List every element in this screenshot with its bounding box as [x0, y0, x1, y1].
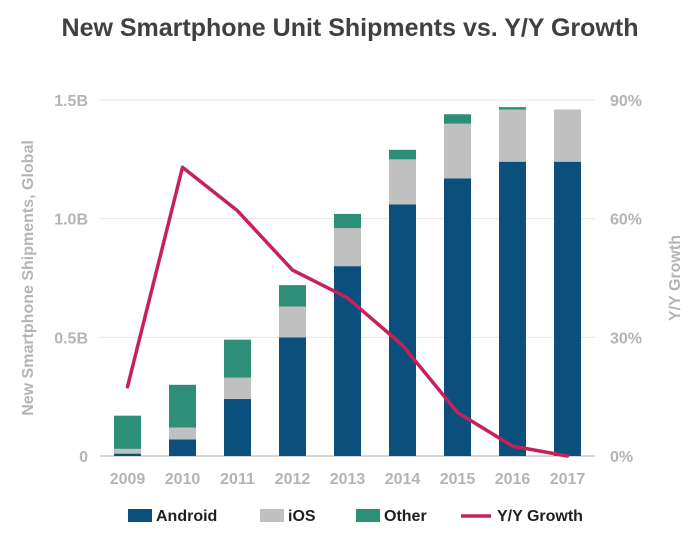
y2-tick-label: 60% — [610, 212, 642, 229]
y2-tick-label: 90% — [610, 93, 642, 110]
bar-ios — [554, 109, 581, 162]
legend-label: Android — [156, 508, 217, 525]
bar-android — [444, 178, 471, 456]
x-tick-label: 2016 — [495, 471, 531, 488]
bar-android — [169, 439, 196, 456]
bar-other — [279, 285, 306, 307]
x-tick-label: 2015 — [440, 471, 476, 488]
bar-other — [169, 384, 196, 428]
bar-other — [499, 107, 526, 110]
bar-other — [389, 149, 416, 160]
bar-android — [554, 161, 581, 456]
bar-ios — [499, 109, 526, 162]
bar-other — [224, 339, 251, 378]
bar-ios — [334, 228, 361, 267]
y-tick-label: 1.0B — [54, 212, 88, 229]
x-tick-label: 2010 — [165, 471, 201, 488]
x-tick-label: 2012 — [275, 471, 311, 488]
y-axis-title: New Smartphone Shipments, Global — [20, 140, 37, 416]
x-tick-label: 2017 — [550, 471, 586, 488]
bar-ios — [114, 448, 141, 454]
legend-label: iOS — [288, 508, 316, 525]
y2-axis-title: Y/Y Growth — [667, 235, 684, 321]
legend-label: Y/Y Growth — [497, 508, 583, 525]
bar-android — [114, 453, 141, 456]
bar-ios — [279, 306, 306, 338]
legend-swatch — [128, 509, 152, 522]
bar-android — [224, 399, 251, 456]
y-tick-label: 0.5B — [54, 330, 88, 347]
bar-android — [389, 204, 416, 456]
y-tick-label: 1.5B — [54, 93, 88, 110]
bar-other — [334, 213, 361, 229]
bar-android — [279, 337, 306, 456]
bar-other — [114, 415, 141, 449]
bar-ios — [389, 159, 416, 205]
y-tick-label: 0 — [79, 449, 88, 466]
bar-ios — [224, 377, 251, 400]
bar-android — [499, 161, 526, 456]
bar-other — [444, 114, 471, 124]
bar-ios — [169, 427, 196, 440]
legend-swatch — [356, 509, 380, 522]
bar-ios — [444, 123, 471, 179]
legend-label: Other — [384, 508, 427, 525]
x-tick-label: 2009 — [110, 471, 146, 488]
x-tick-label: 2014 — [385, 471, 421, 488]
x-tick-label: 2013 — [330, 471, 366, 488]
y2-tick-label: 0% — [610, 449, 633, 466]
legend-swatch — [260, 509, 284, 522]
chart-title: New Smartphone Unit Shipments vs. Y/Y Gr… — [61, 14, 639, 42]
y2-tick-label: 30% — [610, 330, 642, 347]
x-tick-label: 2011 — [220, 471, 255, 488]
